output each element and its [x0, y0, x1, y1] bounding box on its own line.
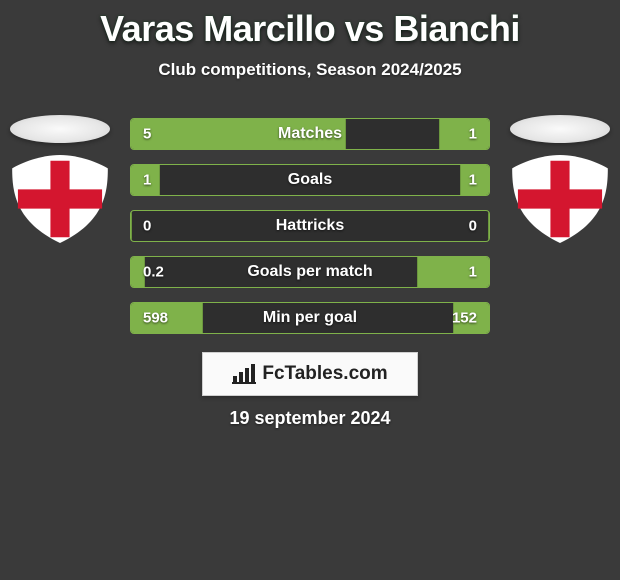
- shield-icon: [512, 155, 608, 243]
- branding-box: FcTables.com: [202, 352, 418, 396]
- player-placeholder-icon: [510, 115, 610, 143]
- player-placeholder-icon: [10, 115, 110, 143]
- stat-row: Goals per match0.2 1: [130, 256, 490, 288]
- stat-value-left: 5: [143, 126, 151, 143]
- stat-row: Goals1 1: [130, 164, 490, 196]
- club-badge-right: [512, 155, 608, 243]
- stat-value-left: 598: [143, 310, 168, 327]
- stat-label: Matches: [131, 125, 489, 143]
- stat-row: Min per goal598 152: [130, 302, 490, 334]
- stat-label: Min per goal: [131, 309, 489, 327]
- page-title: Varas Marcillo vs Bianchi: [0, 0, 620, 50]
- stat-value-left: 1: [143, 172, 151, 189]
- page-subtitle: Club competitions, Season 2024/2025: [0, 60, 620, 80]
- stat-label: Goals: [131, 171, 489, 189]
- stat-label: Hattricks: [131, 217, 489, 235]
- stat-value-left: 0: [143, 218, 151, 235]
- stat-value-right: 1: [469, 126, 477, 143]
- stat-row: Matches5 1: [130, 118, 490, 150]
- stat-value-right: 1: [469, 264, 477, 281]
- branding-text: FcTables.com: [262, 363, 387, 385]
- club-badge-left: [12, 155, 108, 243]
- bar-chart-icon: [232, 364, 256, 384]
- stat-value-right: 0: [469, 218, 477, 235]
- player-left-slot: [10, 115, 110, 243]
- date-label: 19 september 2024: [0, 408, 620, 429]
- stats-comparison-list: Matches51Goals11Hattricks00Goals per mat…: [130, 118, 490, 334]
- stat-label: Goals per match: [131, 263, 489, 281]
- stat-value-right: 152: [452, 310, 477, 327]
- shield-icon: [12, 155, 108, 243]
- stat-row: Hattricks0 0: [130, 210, 490, 242]
- player-right-slot: [510, 115, 610, 243]
- stat-value-right: 1: [469, 172, 477, 189]
- stat-value-left: 0.2: [143, 264, 164, 281]
